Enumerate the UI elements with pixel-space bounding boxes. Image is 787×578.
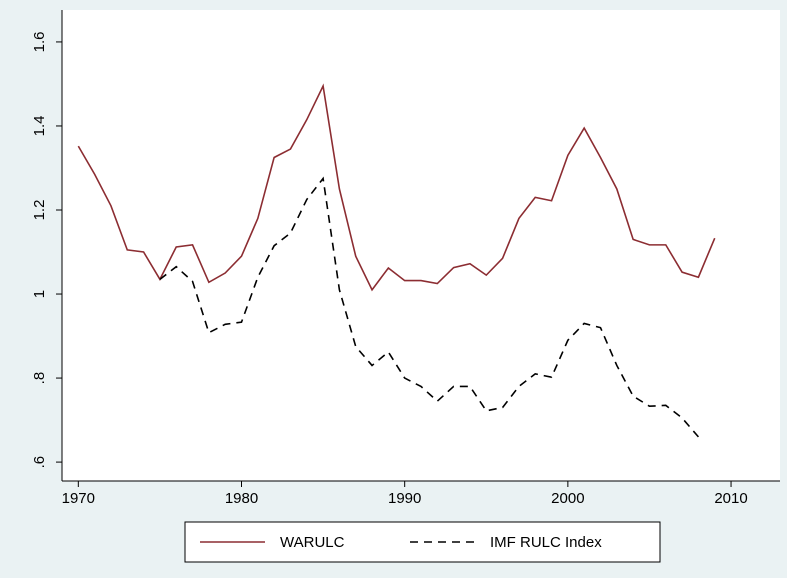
x-tick-label: 1990 bbox=[388, 490, 421, 507]
legend-label: IMF RULC Index bbox=[490, 534, 602, 551]
plot-area bbox=[62, 10, 780, 481]
y-tick-label: 1 bbox=[31, 290, 48, 298]
x-tick-label: 2010 bbox=[714, 490, 747, 507]
x-tick-label: 1980 bbox=[225, 490, 258, 507]
x-tick-label: 2000 bbox=[551, 490, 584, 507]
y-tick-label: .6 bbox=[31, 456, 48, 469]
y-tick-label: 1.6 bbox=[31, 32, 48, 53]
x-tick-label: 1970 bbox=[62, 490, 95, 507]
y-tick-label: 1.4 bbox=[31, 116, 48, 137]
legend-label: WARULC bbox=[280, 534, 345, 551]
series-line bbox=[77, 83, 716, 292]
series-line bbox=[159, 176, 700, 438]
y-tick-label: .8 bbox=[31, 372, 48, 385]
y-tick-label: 1.2 bbox=[31, 200, 48, 221]
